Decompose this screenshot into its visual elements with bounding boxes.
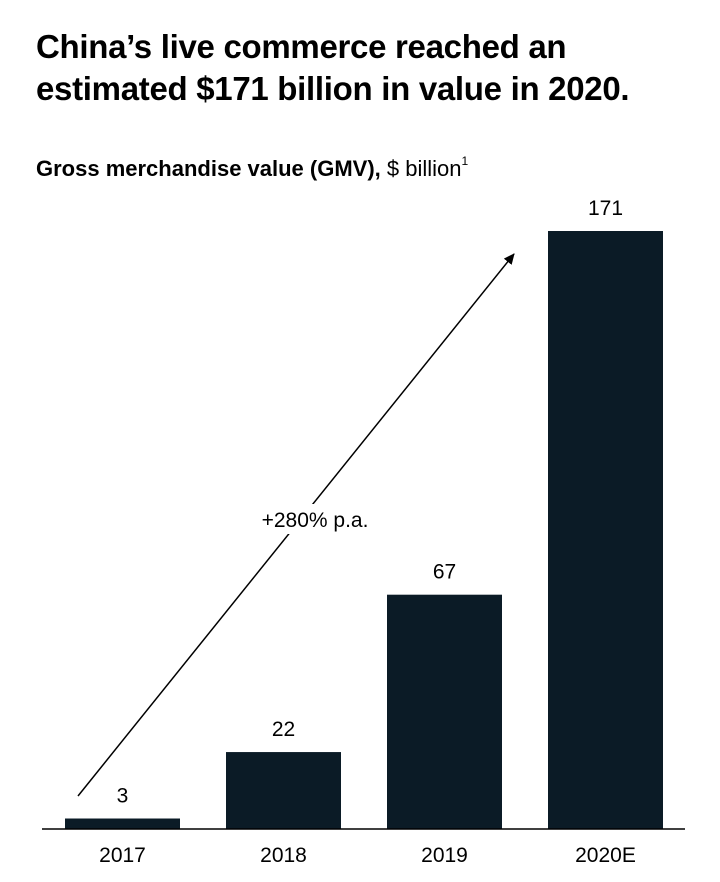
chart-title: China’s live commerce reached an estimat… [36, 28, 630, 107]
value-label-2018: 22 [272, 718, 295, 741]
bar-2018 [226, 752, 341, 829]
bar-2017 [65, 818, 180, 829]
x-tick-label-2020e: 2020E [575, 844, 636, 867]
bars-group [65, 231, 663, 829]
x-tick-label-2018: 2018 [260, 844, 307, 867]
bar-2019 [387, 594, 502, 829]
x-tick-label-2017: 2017 [99, 844, 146, 867]
x-tick-label-2019: 2019 [421, 844, 468, 867]
value-label-2020e: 171 [588, 197, 623, 220]
subtitle-unit: $ billion [380, 156, 462, 181]
x-tick-labels-group: 2017 2018 2019 2020E [99, 844, 636, 867]
chart-subtitle: Gross merchandise value (GMV), $ billion… [36, 154, 469, 182]
bar-2020e [548, 231, 663, 829]
subtitle-metric: Gross merchandise value (GMV), [36, 156, 381, 181]
growth-label-background [244, 504, 386, 534]
growth-rate-label: +280% p.a. [262, 509, 369, 532]
value-labels-group: 3 22 67 171 [117, 197, 623, 808]
value-label-2017: 3 [117, 785, 129, 808]
value-label-2019: 67 [433, 561, 456, 584]
subtitle-footnote-marker: 1 [461, 154, 469, 168]
